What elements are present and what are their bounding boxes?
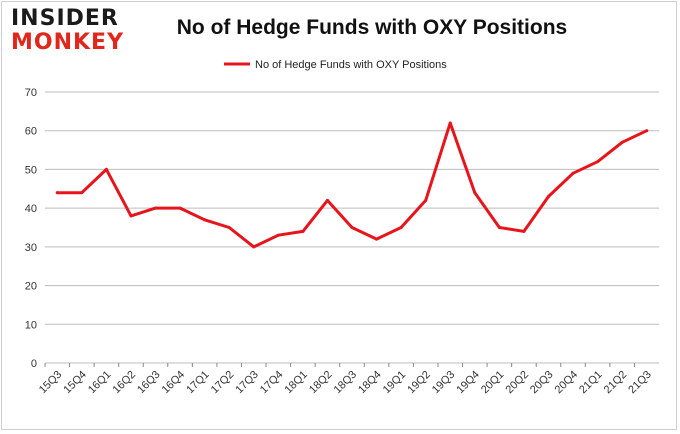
data-point <box>522 229 526 233</box>
data-point <box>399 226 403 229</box>
y-tick-label: 20 <box>25 281 37 293</box>
x-tick-label: 18Q4 <box>356 369 384 397</box>
data-point <box>252 245 256 249</box>
data-point <box>178 206 182 210</box>
y-tick-label: 60 <box>25 126 37 138</box>
data-point <box>227 226 231 229</box>
data-point <box>203 218 207 222</box>
x-tick-label: 16Q2 <box>111 369 139 397</box>
data-point <box>325 198 329 202</box>
data-point <box>276 233 280 237</box>
series-group <box>55 121 649 249</box>
data-point <box>154 206 158 210</box>
x-tick-label: 17Q4 <box>258 369 286 397</box>
x-tick-label: 18Q3 <box>332 369 360 397</box>
x-tick-label: 18Q2 <box>307 369 335 397</box>
x-tick-label: 15Q3 <box>37 369 65 397</box>
y-tick-label: 0 <box>31 358 37 370</box>
x-tick-label: 21Q2 <box>602 369 630 397</box>
data-point <box>301 229 305 233</box>
x-tick-label: 20Q4 <box>553 369 581 397</box>
data-point <box>55 191 59 195</box>
data-point <box>571 171 575 175</box>
x-tick-label: 16Q1 <box>86 369 114 397</box>
data-point <box>80 191 84 195</box>
y-axis: 0 10 20 30 40 50 60 70 <box>25 87 37 370</box>
x-tick-label: 21Q3 <box>626 369 654 397</box>
data-point <box>497 226 501 229</box>
legend-label: No of Hedge Funds with OXY Positions <box>255 59 447 71</box>
insider-monkey-logo: INSIDER MONKEY <box>11 8 124 54</box>
data-point <box>473 191 477 195</box>
x-tick-label: 19Q2 <box>405 369 433 397</box>
y-tick-label: 50 <box>25 164 37 176</box>
x-axis: 15Q315Q416Q116Q216Q316Q417Q117Q217Q317Q4… <box>37 363 654 396</box>
x-tick-label: 20Q2 <box>504 369 532 397</box>
y-tick-label: 30 <box>25 242 37 254</box>
data-point <box>620 140 624 144</box>
x-tick-label: 15Q4 <box>61 369 89 397</box>
y-tick-label: 40 <box>25 203 37 215</box>
y-tick-label: 70 <box>25 87 37 99</box>
gridlines <box>45 91 659 364</box>
data-point <box>350 226 354 229</box>
y-tick-label: 10 <box>25 319 37 331</box>
data-point <box>424 198 428 202</box>
x-tick-label: 16Q4 <box>160 369 188 397</box>
x-tick-label: 20Q1 <box>479 369 507 397</box>
x-tick-label: 21Q1 <box>577 369 605 397</box>
chart-title: No of Hedge Funds with OXY Positions <box>176 16 568 39</box>
x-tick-label: 18Q1 <box>282 369 310 397</box>
x-tick-label: 16Q3 <box>135 369 163 397</box>
data-point <box>129 214 133 218</box>
data-point <box>546 195 550 199</box>
x-tick-label: 17Q2 <box>209 369 237 397</box>
data-point <box>596 160 600 164</box>
data-point <box>104 167 108 171</box>
data-point <box>375 237 379 241</box>
x-tick-label: 20Q3 <box>528 369 556 397</box>
data-point <box>645 129 649 133</box>
x-tick-label: 19Q3 <box>430 369 458 397</box>
logo-top-text: INSIDER <box>11 6 119 31</box>
data-point <box>448 121 452 125</box>
legend: No of Hedge Funds with OXY Positions <box>224 59 447 71</box>
x-tick-label: 17Q3 <box>233 369 261 397</box>
x-tick-label: 19Q1 <box>381 369 409 397</box>
x-tick-label: 19Q4 <box>454 369 482 397</box>
x-tick-label: 17Q1 <box>184 369 212 397</box>
logo-bottom-text: MONKEY <box>11 30 125 55</box>
